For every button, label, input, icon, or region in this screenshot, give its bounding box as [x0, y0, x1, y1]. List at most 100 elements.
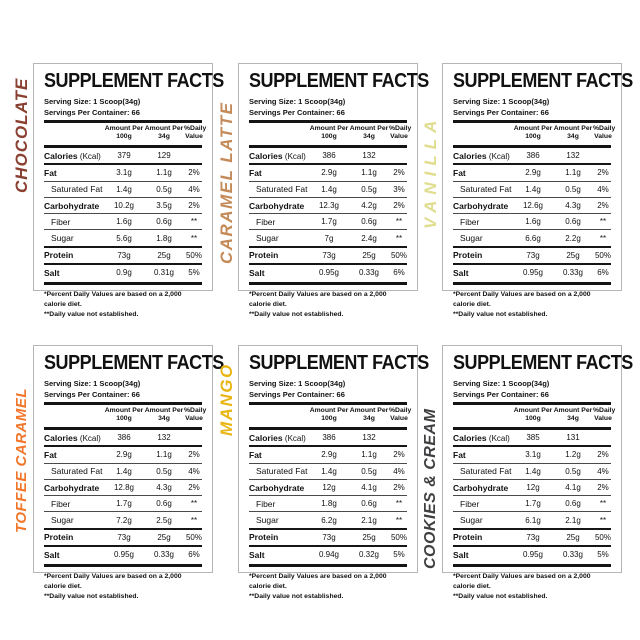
- nutrient-name: Saturated Fat: [51, 184, 103, 195]
- nutrient-name: Calories (Kcal): [44, 432, 101, 443]
- nutrient-name: Carbohydrate: [453, 482, 509, 493]
- amount-per-100g-value: 1.7g: [116, 499, 132, 509]
- amount-per-34g-value: 0.33g: [562, 268, 584, 278]
- nutrient-row: Fiber 1.7g 0.6g **: [44, 495, 202, 511]
- nutrient-name: Salt: [44, 267, 60, 278]
- amount-per-100g-value: 1.4g: [525, 184, 541, 194]
- daily-value: **: [190, 233, 198, 243]
- amount-per-100g-value: 12.8g: [113, 483, 135, 493]
- nutrient-name: Fat: [249, 167, 262, 178]
- panel-title: SUPPLEMENT FACTS: [453, 352, 633, 374]
- daily-value: 2%: [393, 201, 405, 211]
- amount-per-100g-value: 386: [322, 433, 336, 443]
- amount-per-100g-value: 12g: [526, 483, 540, 493]
- amount-per-34g-value: 25g: [362, 532, 376, 542]
- amount-per-100g-value: 0.95g: [522, 550, 544, 560]
- flavor-label: COOKIES & CREAM: [422, 408, 439, 569]
- footnotes: *Percent Daily Values are based on a 2,0…: [249, 290, 407, 320]
- footnote-not-established: **Daily value not established.: [453, 593, 548, 601]
- daily-value: 2%: [393, 483, 405, 493]
- nutrient-name: Sugar: [460, 233, 483, 244]
- nutrient-name: Carbohydrate: [249, 482, 305, 493]
- nutrient-name: Protein: [249, 532, 279, 543]
- nutrient-row: Sugar 7g 2.4g **: [249, 229, 407, 245]
- amount-per-100g-value: 379: [117, 151, 131, 161]
- divider: [249, 564, 407, 568]
- nutrient-name: Carbohydrate: [249, 200, 305, 211]
- column-header-daily-value: %Daily Value: [184, 407, 207, 422]
- amount-per-34g-value: 0.33g: [562, 550, 584, 560]
- amount-per-100g-value: 3.1g: [116, 168, 132, 178]
- amount-per-34g-value: 0.5g: [565, 184, 581, 194]
- column-header-amount-34g: Amount Per 34g: [349, 125, 389, 140]
- amount-per-100g-value: 2.9g: [321, 168, 337, 178]
- footnote-daily-values: *Percent Daily Values are based on a 2,0…: [44, 291, 182, 309]
- amount-per-100g-value: 386: [117, 433, 131, 443]
- column-header-daily-value: %Daily Value: [184, 125, 207, 140]
- servings-per-container: Servings Per Container: 66: [249, 390, 345, 399]
- daily-value: 50%: [390, 532, 407, 542]
- column-header-amount-100g: Amount Per 100g: [513, 125, 553, 140]
- divider: [44, 145, 202, 148]
- divider: [453, 564, 611, 568]
- serving-size: Serving Size: 1 Scoop(34g): [44, 379, 141, 388]
- column-header-daily-value: %Daily Value: [593, 125, 616, 140]
- amount-per-100g-value: 73g: [322, 532, 336, 542]
- nutrient-row: Calories (Kcal) 386 132: [249, 148, 407, 163]
- daily-value: **: [599, 515, 607, 525]
- nutrient-row: Salt 0.95g 0.33g 6%: [44, 545, 202, 562]
- supplement-facts-panel: VANILLA SUPPLEMENT FACTS Serving Size: 1…: [421, 63, 633, 318]
- nutrient-name: Salt: [453, 267, 469, 278]
- nutrient-row: Carbohydrate 12g 4.1g 2%: [249, 478, 407, 495]
- nutrient-row: Sugar 6.6g 2.2g **: [453, 229, 611, 245]
- flavor-label: CARAMEL LATTE: [217, 101, 236, 264]
- footnote-daily-values: *Percent Daily Values are based on a 2,0…: [44, 573, 182, 591]
- nutrient-row: Saturated Fat 1.4g 0.5g 4%: [249, 462, 407, 479]
- daily-value: 50%: [594, 532, 611, 542]
- amount-per-34g-value: 0.6g: [361, 217, 377, 227]
- daily-value: 2%: [393, 168, 405, 178]
- footnote-not-established: **Daily value not established.: [249, 311, 344, 319]
- nutrient-row: Protein 73g 25g 50%: [453, 245, 611, 263]
- nutrient-row: Salt 0.94g 0.32g 5%: [249, 545, 407, 562]
- amount-per-34g-value: 25g: [157, 250, 171, 260]
- footnotes: *Percent Daily Values are based on a 2,0…: [44, 572, 202, 602]
- divider: [44, 282, 202, 286]
- column-header-amount-100g: Amount Per 100g: [104, 125, 144, 140]
- amount-per-100g-value: 386: [526, 151, 540, 161]
- serving-size: Serving Size: 1 Scoop(34g): [453, 97, 550, 106]
- nutrient-name: Salt: [249, 267, 265, 278]
- divider: [453, 427, 611, 430]
- nutrient-name: Fat: [453, 449, 466, 460]
- nutrient-row: Fat 2.9g 1.1g 2%: [249, 163, 407, 180]
- table-header-row: Amount Per 100g Amount Per 34g %Daily Value: [44, 405, 207, 425]
- amount-per-100g-value: 2.9g: [525, 168, 541, 178]
- nutrient-row: Calories (Kcal) 386 132: [453, 148, 611, 163]
- amount-per-100g-value: 7.2g: [116, 515, 132, 525]
- table-header-row: Amount Per 100g Amount Per 34g %Daily Value: [249, 405, 412, 425]
- nutrient-row: Fat 3.1g 1.2g 2%: [453, 445, 611, 462]
- daily-value: 2%: [393, 450, 405, 460]
- nutrient-row: Sugar 7.2g 2.5g **: [44, 511, 202, 527]
- nutrient-name: Saturated Fat: [256, 466, 308, 477]
- amount-per-100g-value: 6.6g: [525, 233, 541, 243]
- daily-value: 50%: [594, 250, 611, 260]
- table-header-row: Amount Per 100g Amount Per 34g %Daily Value: [44, 123, 207, 143]
- nutrient-rows: Calories (Kcal) 386 132 Fat 2.9g 1.1g 2%…: [249, 148, 407, 280]
- daily-value: **: [190, 217, 198, 227]
- daily-value: **: [599, 499, 607, 509]
- amount-per-100g-value: 1.4g: [321, 184, 337, 194]
- amount-per-100g-value: 12g: [322, 483, 336, 493]
- nutrient-row: Fiber 1.8g 0.6g **: [249, 495, 407, 511]
- amount-per-34g-value: 4.3g: [156, 483, 172, 493]
- daily-value: 5%: [597, 550, 609, 560]
- divider: [249, 120, 407, 123]
- column-header-daily-value: %Daily Value: [593, 407, 616, 422]
- column-header-amount-34g: Amount Per 34g: [553, 407, 593, 422]
- amount-per-34g-value: 0.31g: [153, 268, 175, 278]
- nutrient-name: Protein: [249, 250, 279, 261]
- amount-per-100g-value: 73g: [526, 250, 540, 260]
- column-header-daily-value: %Daily Value: [389, 407, 412, 422]
- nutrient-row: Protein 73g 25g 50%: [44, 527, 202, 545]
- daily-value: 4%: [597, 466, 609, 476]
